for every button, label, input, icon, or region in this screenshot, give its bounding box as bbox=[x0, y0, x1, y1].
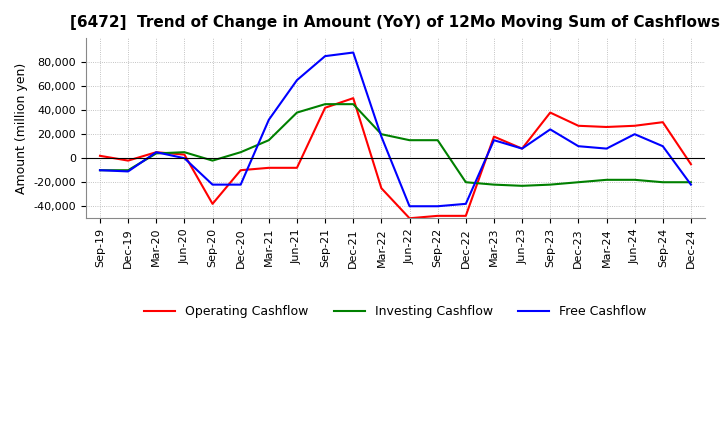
Free Cashflow bbox=[490, 138, 498, 143]
Y-axis label: Amount (million yen): Amount (million yen) bbox=[15, 62, 28, 194]
Operating Cashflow bbox=[152, 150, 161, 155]
Operating Cashflow bbox=[236, 168, 245, 173]
Operating Cashflow bbox=[602, 125, 611, 130]
Free Cashflow bbox=[236, 182, 245, 187]
Free Cashflow bbox=[687, 182, 696, 187]
Investing Cashflow bbox=[630, 177, 639, 183]
Operating Cashflow bbox=[321, 105, 330, 110]
Operating Cashflow bbox=[292, 165, 301, 170]
Free Cashflow bbox=[546, 127, 554, 132]
Investing Cashflow bbox=[405, 138, 414, 143]
Operating Cashflow bbox=[264, 165, 273, 170]
Investing Cashflow bbox=[462, 180, 470, 185]
Legend: Operating Cashflow, Investing Cashflow, Free Cashflow: Operating Cashflow, Investing Cashflow, … bbox=[139, 300, 652, 323]
Investing Cashflow bbox=[96, 168, 104, 173]
Operating Cashflow bbox=[630, 123, 639, 128]
Free Cashflow bbox=[518, 146, 526, 151]
Free Cashflow bbox=[659, 143, 667, 149]
Investing Cashflow bbox=[602, 177, 611, 183]
Operating Cashflow bbox=[405, 216, 414, 221]
Investing Cashflow bbox=[687, 180, 696, 185]
Operating Cashflow bbox=[574, 123, 582, 128]
Operating Cashflow bbox=[208, 201, 217, 206]
Line: Free Cashflow: Free Cashflow bbox=[100, 52, 691, 206]
Operating Cashflow bbox=[687, 161, 696, 167]
Investing Cashflow bbox=[574, 180, 582, 185]
Operating Cashflow bbox=[659, 120, 667, 125]
Operating Cashflow bbox=[96, 153, 104, 158]
Operating Cashflow bbox=[518, 146, 526, 151]
Free Cashflow bbox=[96, 168, 104, 173]
Free Cashflow bbox=[321, 54, 330, 59]
Line: Operating Cashflow: Operating Cashflow bbox=[100, 98, 691, 218]
Investing Cashflow bbox=[321, 102, 330, 107]
Investing Cashflow bbox=[377, 132, 386, 137]
Free Cashflow bbox=[152, 150, 161, 155]
Investing Cashflow bbox=[152, 151, 161, 156]
Investing Cashflow bbox=[490, 182, 498, 187]
Operating Cashflow bbox=[180, 152, 189, 157]
Investing Cashflow bbox=[659, 180, 667, 185]
Free Cashflow bbox=[462, 201, 470, 206]
Operating Cashflow bbox=[433, 213, 442, 219]
Free Cashflow bbox=[124, 169, 132, 174]
Free Cashflow bbox=[405, 204, 414, 209]
Free Cashflow bbox=[574, 143, 582, 149]
Investing Cashflow bbox=[264, 138, 273, 143]
Operating Cashflow bbox=[349, 95, 358, 101]
Free Cashflow bbox=[602, 146, 611, 151]
Operating Cashflow bbox=[546, 110, 554, 115]
Operating Cashflow bbox=[462, 213, 470, 219]
Free Cashflow bbox=[349, 50, 358, 55]
Operating Cashflow bbox=[124, 158, 132, 163]
Title: [6472]  Trend of Change in Amount (YoY) of 12Mo Moving Sum of Cashflows: [6472] Trend of Change in Amount (YoY) o… bbox=[71, 15, 720, 30]
Investing Cashflow bbox=[433, 138, 442, 143]
Investing Cashflow bbox=[236, 150, 245, 155]
Investing Cashflow bbox=[518, 183, 526, 188]
Free Cashflow bbox=[208, 182, 217, 187]
Investing Cashflow bbox=[180, 150, 189, 155]
Free Cashflow bbox=[433, 204, 442, 209]
Free Cashflow bbox=[630, 132, 639, 137]
Investing Cashflow bbox=[124, 168, 132, 173]
Operating Cashflow bbox=[377, 186, 386, 191]
Free Cashflow bbox=[292, 77, 301, 83]
Investing Cashflow bbox=[546, 182, 554, 187]
Free Cashflow bbox=[264, 117, 273, 122]
Free Cashflow bbox=[377, 134, 386, 139]
Investing Cashflow bbox=[292, 110, 301, 115]
Free Cashflow bbox=[180, 156, 189, 161]
Operating Cashflow bbox=[490, 134, 498, 139]
Investing Cashflow bbox=[208, 158, 217, 163]
Line: Investing Cashflow: Investing Cashflow bbox=[100, 104, 691, 186]
Investing Cashflow bbox=[349, 102, 358, 107]
